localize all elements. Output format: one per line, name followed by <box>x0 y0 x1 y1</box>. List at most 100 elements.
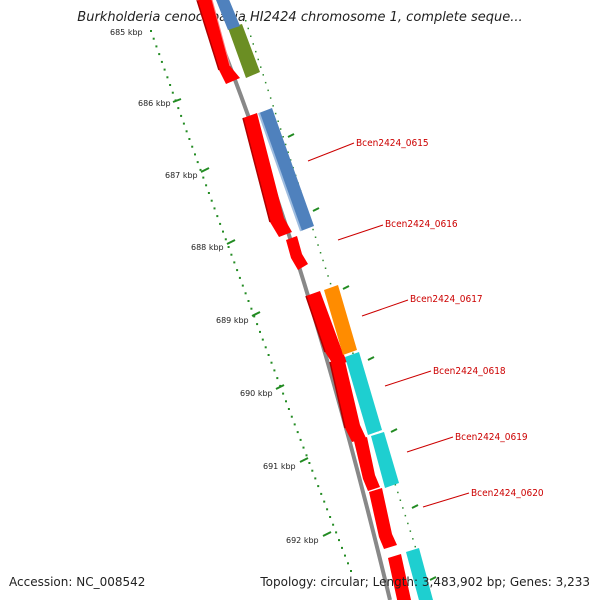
guide-dot <box>247 27 249 30</box>
guide-dot <box>407 522 409 525</box>
ruler-dot <box>344 554 346 557</box>
ruler-dot <box>188 138 191 140</box>
ruler-dot <box>194 153 196 156</box>
gene-block-blue-top[interactable] <box>216 0 240 30</box>
ruler-dot <box>320 492 323 495</box>
ruler-tick-label: 686 kbp <box>138 99 171 108</box>
guide-dot <box>352 352 354 354</box>
gene-label-0617[interactable]: Bcen2424_0617 <box>410 294 483 305</box>
ruler-dot <box>241 284 244 287</box>
guide-dot <box>414 545 416 548</box>
cds-red-2[interactable] <box>242 113 292 237</box>
gene-label-0615[interactable]: Bcen2424_0615 <box>356 138 429 149</box>
ruler-dot <box>210 199 213 202</box>
ruler-dot <box>329 516 332 518</box>
ruler-dot <box>270 361 273 364</box>
gene-label-0619[interactable]: Bcen2424_0619 <box>455 432 528 443</box>
gene-label-leaders <box>307 142 470 508</box>
ruler-tick-691: 691 kbp <box>263 457 309 471</box>
ruler-dot <box>341 546 343 549</box>
gene-label-0616[interactable]: Bcen2424_0616 <box>385 219 458 230</box>
outer-ruler-ticks <box>287 133 437 581</box>
ruler-dot <box>196 161 199 164</box>
ruler-dot <box>166 76 169 79</box>
gene-label-0620[interactable]: Bcen2424_0620 <box>471 488 544 499</box>
gene-block-olive[interactable] <box>228 24 260 78</box>
gene-block-orange[interactable] <box>324 285 357 355</box>
gene-block-blue[interactable] <box>258 108 314 232</box>
ruler-dot <box>285 400 287 403</box>
ruler-dot <box>202 176 205 179</box>
guide-dot <box>274 112 277 115</box>
guide-dot <box>314 236 317 238</box>
guide-dot <box>319 252 322 254</box>
ruler-tick-689: 689 kbp <box>216 311 261 325</box>
cds-red-4[interactable] <box>305 291 347 366</box>
ruler-dot <box>264 346 267 349</box>
ruler-dot <box>296 431 299 434</box>
guide-dot <box>399 499 402 501</box>
ruler-dot <box>256 323 259 326</box>
ruler-dot <box>163 68 166 71</box>
ruler-dot <box>338 539 340 542</box>
ruler-dot <box>326 508 329 511</box>
ruler-dot <box>224 238 227 241</box>
ruler-dot <box>207 192 210 194</box>
guide-dot <box>257 58 259 61</box>
ruler-tick-687: 687 kbp <box>165 167 210 180</box>
cds-red-8[interactable] <box>388 554 411 600</box>
guide-dot <box>264 81 267 84</box>
ruler-dot <box>171 91 174 94</box>
cds-red-5[interactable] <box>329 357 366 442</box>
topology-text: Topology: circular; Length: 3,483,902 bp… <box>260 575 590 589</box>
ruler-dot <box>199 168 202 171</box>
gene-label-0618[interactable]: Bcen2424_0618 <box>433 366 506 377</box>
cds-red-3[interactable] <box>286 236 308 270</box>
cds-red-7[interactable] <box>369 488 397 549</box>
ruler-dot <box>308 462 311 464</box>
ruler-tick-label: 692 kbp <box>286 536 319 545</box>
guide-dot <box>312 228 314 231</box>
guide-dot <box>329 282 332 285</box>
ruler-dot <box>261 338 264 341</box>
ruler-dot <box>302 446 305 449</box>
guide-dot <box>279 128 282 130</box>
ruler-dot <box>293 423 296 426</box>
ruler-dot <box>290 415 293 418</box>
ruler-dot <box>259 330 261 333</box>
guide-dot <box>250 35 252 37</box>
guide-dot <box>317 244 319 246</box>
ruler-dot <box>182 122 185 125</box>
guide-dot <box>269 97 272 99</box>
cds-red-6[interactable] <box>354 437 380 491</box>
ruler-dot <box>185 130 188 133</box>
gene-block-cyan-1[interactable] <box>345 352 382 435</box>
guide-dot <box>260 66 262 68</box>
guide-dot <box>284 143 287 146</box>
ruler-dot <box>216 215 219 218</box>
gene-block-cyan-2[interactable] <box>371 432 399 488</box>
ruler-dot <box>276 377 279 380</box>
guide-dot <box>404 514 407 517</box>
guide-dot <box>252 43 254 45</box>
guide-dot <box>277 120 279 122</box>
ruler-dot <box>247 300 250 302</box>
ruler-dot <box>323 500 326 503</box>
ruler-dot <box>305 454 308 457</box>
guide-dot <box>287 151 289 153</box>
ruler-tick-label: 687 kbp <box>165 171 198 180</box>
cds-red-1[interactable] <box>196 0 240 84</box>
ruler-dot <box>317 485 320 488</box>
ruler-tick-692: 692 kbp <box>286 531 332 545</box>
guide-dot <box>272 105 274 107</box>
gene-block-cyan-3[interactable] <box>406 548 433 600</box>
ruler-tick-685: 685 kbp <box>110 28 143 37</box>
ruler-dot <box>250 307 253 310</box>
ruler-dot <box>299 438 302 441</box>
ruler-tick-label: 691 kbp <box>263 462 296 471</box>
ruler-dot <box>177 107 180 110</box>
accession-text: Accession: NC_008542 <box>9 575 146 589</box>
ruler-dot <box>205 184 208 187</box>
ruler-tick-688: 688 kbp <box>191 239 236 252</box>
guide-dot <box>412 538 414 540</box>
